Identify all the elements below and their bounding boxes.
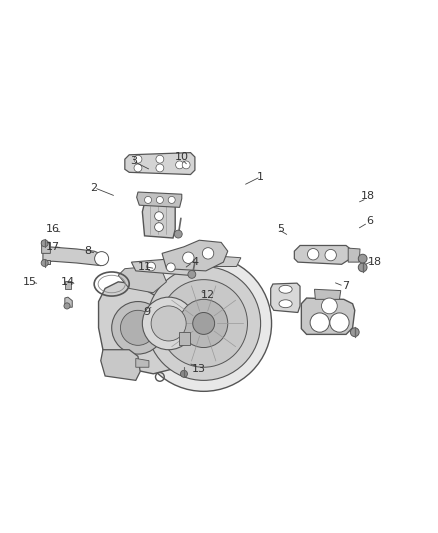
Text: 18: 18 [361,191,375,201]
Polygon shape [43,247,107,265]
Polygon shape [131,258,199,275]
Circle shape [310,313,329,332]
Circle shape [330,313,349,332]
Text: 17: 17 [46,242,60,252]
Polygon shape [348,248,360,262]
Polygon shape [136,359,149,367]
Polygon shape [118,266,166,293]
Circle shape [155,212,163,221]
Circle shape [350,328,359,336]
Circle shape [188,270,196,278]
Circle shape [321,298,337,314]
Circle shape [145,197,152,204]
Polygon shape [125,152,195,174]
Text: 9: 9 [143,308,150,318]
Circle shape [147,262,155,271]
Polygon shape [137,192,182,207]
Polygon shape [65,297,72,307]
Circle shape [156,155,164,163]
Circle shape [147,266,261,381]
Polygon shape [142,201,175,238]
Text: 2: 2 [91,183,98,192]
Circle shape [142,297,195,350]
Bar [65,281,71,289]
Text: 1: 1 [257,172,264,182]
Ellipse shape [279,285,292,293]
Circle shape [151,306,186,341]
Circle shape [134,155,142,163]
Circle shape [112,302,164,354]
Circle shape [160,280,247,367]
Circle shape [180,370,187,377]
Text: 3: 3 [130,156,137,166]
Text: 18: 18 [367,257,381,267]
Text: 16: 16 [46,224,60,235]
Circle shape [41,260,48,266]
Polygon shape [99,282,180,374]
Circle shape [325,249,336,261]
Polygon shape [271,283,300,312]
Text: 7: 7 [343,281,350,291]
Text: 4: 4 [191,257,198,267]
Text: 6: 6 [367,215,374,225]
Bar [179,332,190,345]
Ellipse shape [279,300,292,308]
Circle shape [174,230,182,238]
Text: 10: 10 [175,152,189,162]
Circle shape [183,252,194,263]
Circle shape [193,312,215,334]
Circle shape [180,300,228,348]
Polygon shape [101,350,140,381]
Circle shape [358,263,367,272]
Polygon shape [42,241,50,253]
Circle shape [155,223,163,231]
Polygon shape [301,298,355,334]
Polygon shape [162,240,228,271]
Circle shape [64,303,70,309]
Polygon shape [210,255,241,266]
Text: 12: 12 [201,290,215,300]
Circle shape [307,248,319,260]
Polygon shape [294,246,350,264]
Circle shape [156,164,164,172]
Circle shape [168,197,175,204]
Text: 15: 15 [23,277,37,287]
Text: 8: 8 [84,246,91,256]
Circle shape [202,248,214,259]
Circle shape [134,164,142,172]
Text: 5: 5 [277,224,284,235]
Circle shape [176,161,184,169]
Circle shape [156,197,163,204]
Circle shape [182,161,190,169]
Polygon shape [42,260,50,264]
Text: 14: 14 [61,277,75,287]
Text: 13: 13 [192,365,206,374]
Circle shape [166,263,175,272]
Circle shape [358,254,367,263]
Circle shape [95,252,109,265]
Circle shape [136,255,272,391]
Circle shape [120,310,155,345]
Circle shape [41,240,48,247]
Polygon shape [314,289,341,300]
Text: 11: 11 [138,262,152,271]
